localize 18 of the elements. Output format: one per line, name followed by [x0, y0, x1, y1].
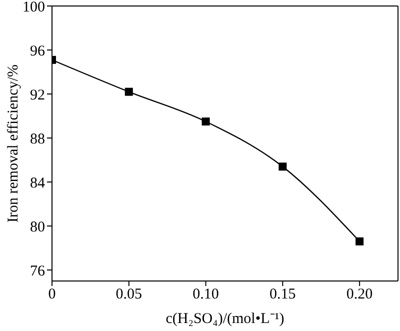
y-tick-label: 100: [22, 0, 45, 16]
x-tick-label: 0.05: [116, 286, 142, 303]
x-tick-label: 0.20: [346, 286, 373, 303]
x-tick-label: 0.15: [270, 286, 296, 303]
x-axis-title: c(H₂SO₄)/(mol•L⁻¹): [166, 311, 284, 327]
point: [278, 162, 287, 171]
y-tick-label: 80: [30, 219, 45, 236]
y-tick-label: 96: [30, 43, 46, 60]
x-tick-label: 0.10: [192, 286, 219, 303]
y-tick-label: 76: [30, 263, 46, 280]
point: [124, 88, 133, 96]
x-tick-label: 0: [48, 286, 56, 303]
y-tick-label: 84: [30, 175, 46, 192]
y-tick-label: 88: [30, 131, 45, 148]
y-tick-label: 92: [30, 87, 45, 104]
point: [202, 118, 210, 126]
point: [356, 237, 364, 246]
y-axis-title: Iron removal efficiency/%: [5, 64, 22, 222]
